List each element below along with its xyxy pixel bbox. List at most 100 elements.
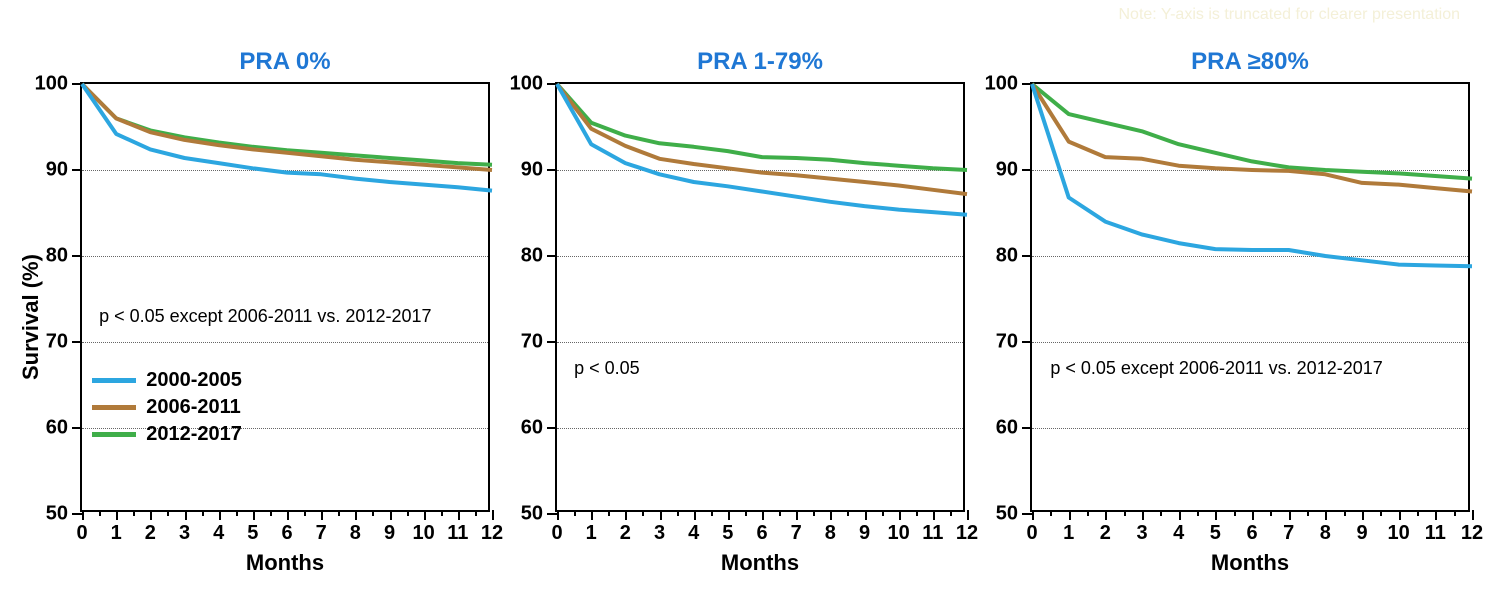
x-tick-label: 12: [481, 522, 503, 545]
legend-label: 2000-2005: [146, 369, 242, 392]
x-tick-label: 5: [247, 522, 258, 545]
x-tick-label: 7: [1283, 522, 1294, 545]
x-tick: [967, 510, 969, 520]
x-tick-label: 5: [722, 522, 733, 545]
y-tick-label: 70: [521, 331, 543, 354]
y-tick: [72, 513, 82, 515]
y-tick: [72, 341, 82, 343]
series-svg: [1032, 84, 1472, 514]
y-tick-label: 90: [521, 159, 543, 182]
y-tick: [547, 341, 557, 343]
y-tick: [1022, 169, 1032, 171]
y-tick: [547, 255, 557, 257]
y-tick-label: 60: [996, 417, 1018, 440]
legend-swatch: [92, 405, 136, 410]
legend-item: 2006-2011: [92, 396, 242, 419]
y-tick-label: 50: [46, 503, 68, 526]
legend: 2000-2005 2006-2011 2012-2017: [92, 369, 242, 450]
legend-swatch: [92, 432, 136, 437]
x-tick-label: 7: [316, 522, 327, 545]
x-tick-label: 0: [1026, 522, 1037, 545]
y-tick-label: 100: [35, 73, 68, 96]
series-2012-2017: [1032, 84, 1472, 179]
y-tick: [547, 83, 557, 85]
p-value-note: p < 0.05: [574, 358, 640, 379]
y-tick: [1022, 427, 1032, 429]
x-tick-label: 5: [1210, 522, 1221, 545]
x-tick-label: 10: [1388, 522, 1410, 545]
x-tick-label: 6: [756, 522, 767, 545]
x-tick-label: 2: [145, 522, 156, 545]
y-tick: [1022, 513, 1032, 515]
truncation-note: Note: Y-axis is truncated for clearer pr…: [1118, 6, 1460, 24]
y-tick-label: 60: [46, 417, 68, 440]
p-value-note: p < 0.05 except 2006-2011 vs. 2012-2017: [1050, 358, 1382, 379]
y-tick: [72, 255, 82, 257]
y-tick-label: 90: [996, 159, 1018, 182]
panel-title: PRA 1-79%: [555, 48, 965, 76]
y-tick: [72, 169, 82, 171]
legend-swatch: [92, 378, 136, 383]
y-tick-label: 50: [996, 503, 1018, 526]
x-tick-label: 10: [888, 522, 910, 545]
p-value-note: p < 0.05 except 2006-2011 vs. 2012-2017: [99, 306, 431, 327]
x-tick: [1472, 510, 1474, 520]
x-tick-label: 1: [1063, 522, 1074, 545]
series-2000-2005: [557, 84, 967, 215]
x-tick-label: 1: [111, 522, 122, 545]
y-tick-label: 80: [46, 245, 68, 268]
y-tick: [72, 427, 82, 429]
figure-root: Note: Y-axis is truncated for clearer pr…: [0, 0, 1500, 599]
y-tick: [1022, 255, 1032, 257]
y-tick-label: 80: [996, 245, 1018, 268]
legend-label: 2006-2011: [146, 396, 241, 419]
y-axis-label: Survival (%): [18, 254, 44, 380]
y-tick: [1022, 341, 1032, 343]
x-tick-label: 3: [1136, 522, 1147, 545]
x-tick-label: 3: [179, 522, 190, 545]
x-tick-label: 2: [1100, 522, 1111, 545]
y-tick-label: 100: [510, 73, 543, 96]
x-axis-label: Months: [555, 550, 965, 576]
x-axis-label: Months: [80, 550, 490, 576]
x-tick-label: 11: [447, 522, 468, 545]
y-tick-label: 60: [521, 417, 543, 440]
panel-title: PRA ≥80%: [1030, 48, 1470, 76]
y-tick-label: 70: [996, 331, 1018, 354]
legend-item: 2000-2005: [92, 369, 242, 392]
plot-area: 50607080901000123456789101112p < 0.05: [555, 82, 965, 512]
legend-item: 2012-2017: [92, 423, 242, 446]
x-tick-label: 4: [688, 522, 699, 545]
y-tick: [72, 83, 82, 85]
x-tick-label: 1: [586, 522, 597, 545]
x-tick-label: 7: [791, 522, 802, 545]
series-2000-2005: [82, 84, 492, 191]
x-tick-label: 0: [551, 522, 562, 545]
x-tick-label: 11: [922, 522, 943, 545]
y-tick-label: 80: [521, 245, 543, 268]
y-tick-label: 90: [46, 159, 68, 182]
x-tick-label: 0: [76, 522, 87, 545]
y-tick: [547, 169, 557, 171]
y-tick-label: 50: [521, 503, 543, 526]
x-tick-label: 8: [1320, 522, 1331, 545]
x-tick-label: 12: [1461, 522, 1483, 545]
x-tick-label: 9: [384, 522, 395, 545]
x-tick-label: 10: [413, 522, 435, 545]
y-tick: [547, 427, 557, 429]
panel-title: PRA 0%: [80, 48, 490, 76]
x-tick-label: 9: [859, 522, 870, 545]
x-tick-label: 12: [956, 522, 978, 545]
x-tick-label: 11: [1425, 522, 1446, 545]
x-tick: [492, 510, 494, 520]
series-2006-2011: [557, 84, 967, 194]
x-tick-label: 8: [350, 522, 361, 545]
x-tick-label: 2: [620, 522, 631, 545]
plot-area: 50607080901000123456789101112p < 0.05 ex…: [80, 82, 490, 512]
x-tick-label: 4: [213, 522, 224, 545]
x-tick-label: 3: [654, 522, 665, 545]
y-tick-label: 70: [46, 331, 68, 354]
x-axis-label: Months: [1030, 550, 1470, 576]
x-tick-label: 6: [281, 522, 292, 545]
y-tick: [547, 513, 557, 515]
